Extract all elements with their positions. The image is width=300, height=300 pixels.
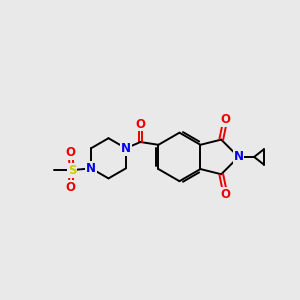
Text: N: N bbox=[121, 142, 131, 155]
Text: N: N bbox=[86, 162, 96, 175]
Text: N: N bbox=[121, 142, 131, 155]
Text: O: O bbox=[220, 113, 230, 126]
Text: O: O bbox=[65, 181, 75, 194]
Text: O: O bbox=[135, 118, 146, 130]
Text: O: O bbox=[65, 146, 75, 159]
Text: S: S bbox=[68, 164, 76, 177]
Text: N: N bbox=[233, 150, 244, 164]
Text: O: O bbox=[220, 188, 230, 201]
